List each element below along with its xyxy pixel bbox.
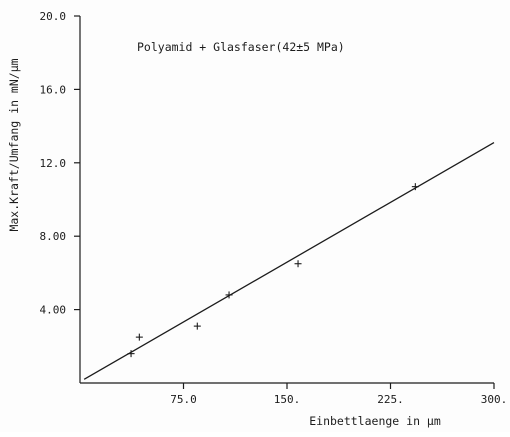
data-point: [225, 291, 233, 299]
data-point: [411, 183, 419, 191]
y-tick-label: 16.0: [40, 83, 67, 96]
axes: [79, 16, 494, 384]
x-axis-title: Einbettlaenge in µm: [309, 414, 441, 428]
data-point: [294, 260, 302, 268]
fit-line: [83, 142, 495, 380]
ticks: 75.0 150. 225. 300. 4.00 8.00 12.0 16.0 20.0: [40, 10, 508, 406]
y-tick-label: 4.00: [40, 304, 67, 317]
x-tick-label: 150.: [274, 393, 301, 406]
x-tick-label: 75.0: [170, 393, 197, 406]
data-points: [127, 183, 419, 358]
data-point: [127, 350, 135, 358]
x-tick-label: 300.: [481, 393, 508, 406]
data-point: [193, 322, 201, 330]
y-tick-label: 20.0: [40, 10, 67, 23]
fit-line-layer: [83, 142, 495, 380]
chart-annotation: Polyamid + Glasfaser(42±5 MPa): [137, 40, 345, 54]
y-tick-label: 12.0: [40, 157, 67, 170]
x-tick-label: 225.: [377, 393, 404, 406]
data-point: [135, 333, 143, 341]
y-tick-label: 8.00: [40, 230, 67, 243]
y-axis-title: Max.Kraft/Umfang in mN/µm: [7, 58, 21, 231]
